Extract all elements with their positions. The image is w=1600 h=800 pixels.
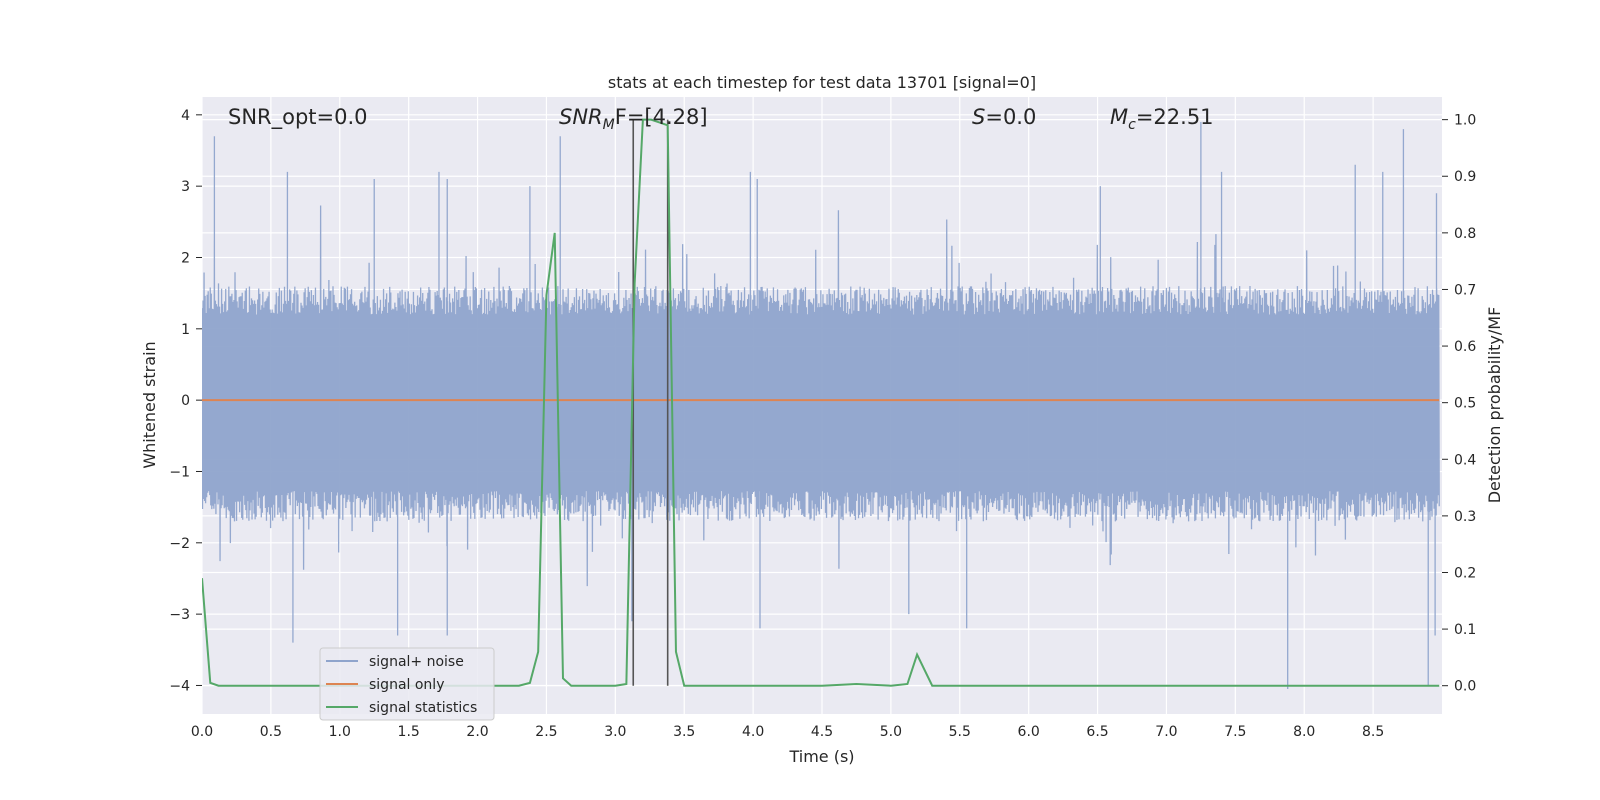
annotation-snr-mf-base: SNR: [559, 105, 603, 129]
x-tick-labels: 0.0 0.5 1.0 1.5 2.0 2.5 3.0 3.5 4.0 4.5 5.0 5.5 6.0 6…: [191, 724, 1384, 740]
annotation-snr-mf-tail: F=[4.28]: [615, 105, 708, 129]
y2-tick-labels: 1.0 0.9 0.8 0.7 0.6 0.5 0.4 0.3 0.2 0.1 0.0: [1442, 113, 1476, 695]
x-tick-label: 1.0: [329, 724, 351, 740]
legend-label-signal-statistics: signal statistics: [369, 700, 477, 716]
x-tick-label: 5.0: [880, 724, 902, 740]
marker-lines: [632, 119, 669, 686]
annotation-snr-opt: SNR_opt=0.0: [228, 105, 368, 130]
x-tick-label: 4.0: [742, 724, 764, 740]
x-tick-label: 7.5: [1224, 724, 1246, 740]
signal-noise-series: [202, 121, 1440, 690]
annotation-s-value: =0.0: [985, 105, 1036, 129]
x-tick-label: 2.5: [535, 724, 557, 740]
y2-axis-label: Detection probability/MF: [1485, 307, 1504, 504]
annotation-snr-mf-sub: M: [603, 117, 615, 133]
y2-tick-label: 1.0: [1454, 113, 1476, 129]
y-tick-label: −1: [169, 464, 190, 480]
x-tick-label: 4.5: [811, 724, 833, 740]
y2-tick-label: 0.8: [1454, 226, 1476, 242]
annotation-s: S=0.0: [972, 105, 1036, 129]
x-tick-label: 0.5: [260, 724, 282, 740]
x-tick-label: 8.0: [1293, 724, 1315, 740]
x-tick-label: 0.0: [191, 724, 213, 740]
y-tick-labels: 4 3 2 1 0 −1 −2 −3 −4: [169, 108, 202, 694]
y2-tick-label: 0.7: [1454, 282, 1476, 298]
y-tick-label: −3: [169, 607, 190, 623]
chart-title: stats at each timestep for test data 137…: [608, 73, 1036, 92]
y-tick-label: 1: [181, 322, 190, 338]
y-tick-label: −2: [169, 536, 190, 552]
y2-tick-label: 0.4: [1454, 452, 1476, 468]
y-tick-label: 4: [181, 108, 190, 124]
y-tick-label: 3: [181, 179, 190, 195]
annotation-mc-sub: c: [1128, 117, 1136, 133]
x-tick-label: 7.0: [1155, 724, 1177, 740]
annotation-mc-value: =22.51: [1136, 105, 1214, 129]
x-tick-label: 3.5: [673, 724, 695, 740]
annotation-mc: Mc=22.51: [1110, 105, 1214, 133]
y-tick-label: 0: [181, 393, 190, 409]
y2-tick-label: 0.0: [1454, 679, 1476, 695]
y2-tick-label: 0.3: [1454, 509, 1476, 525]
y-axis-label: Whitened strain: [140, 341, 159, 468]
legend: signal+ noise signal only signal statist…: [319, 647, 495, 721]
x-tick-label: 1.5: [398, 724, 420, 740]
annotation-snr-mf: SNRMF=[4.28]: [559, 105, 708, 133]
y2-tick-label: 0.2: [1454, 565, 1476, 581]
x-tick-label: 6.0: [1018, 724, 1040, 740]
y2-tick-label: 0.1: [1454, 622, 1476, 638]
signal-noise-line: [202, 121, 1440, 690]
legend-box: [319, 647, 495, 721]
legend-label-signal-noise: signal+ noise: [369, 654, 464, 670]
x-tick-label: 8.5: [1362, 724, 1384, 740]
x-tick-label: 2.0: [466, 724, 488, 740]
y2-tick-label: 0.6: [1454, 339, 1476, 355]
x-tick-label: 6.5: [1086, 724, 1108, 740]
y2-tick-label: 0.5: [1454, 396, 1476, 412]
y2-tick-label: 0.9: [1454, 169, 1476, 185]
x-tick-label: 5.5: [949, 724, 971, 740]
x-axis-label: Time (s): [788, 747, 854, 766]
x-tick-label: 3.0: [604, 724, 626, 740]
y-tick-label: −4: [169, 678, 190, 694]
y-tick-label: 2: [181, 250, 190, 266]
annotation-s-label: S: [972, 105, 985, 129]
legend-label-signal-only: signal only: [369, 677, 444, 693]
annotation-mc-base: M: [1110, 105, 1128, 129]
